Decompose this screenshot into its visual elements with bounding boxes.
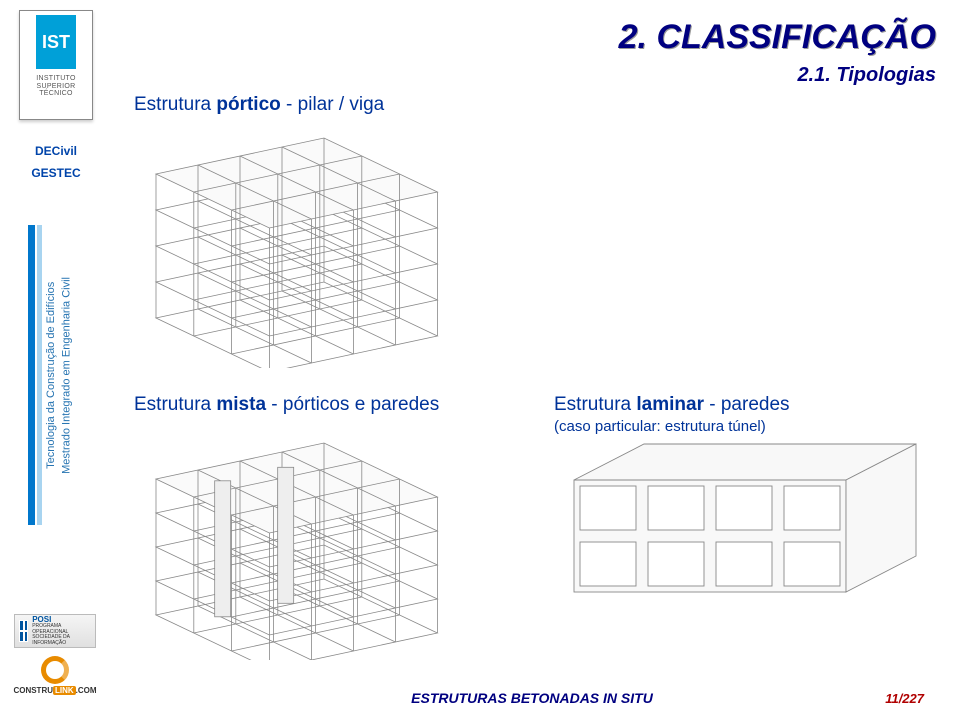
ist-logo-text: INSTITUTO SUPERIOR TÉCNICO xyxy=(36,75,76,98)
ist-line3: TÉCNICO xyxy=(39,90,73,97)
c3-pre: Estrutura xyxy=(554,394,636,415)
vertical-bar-2 xyxy=(37,225,42,525)
vtext-line1: Tecnologia da Construção de Edifícios xyxy=(45,281,57,468)
ist-line1: INSTITUTO xyxy=(36,75,76,82)
caption-laminar: Estrutura laminar - paredes (caso partic… xyxy=(554,394,790,435)
diagram-mista xyxy=(136,430,466,660)
footer-pre: ESTRUTURAS BETONADAS xyxy=(411,690,603,706)
slide-subtitle: 2.1. Tipologias xyxy=(797,64,936,87)
vertical-labels: Tecnologia da Construção de Edifícios Me… xyxy=(28,225,75,525)
footer-page: 11/227 xyxy=(885,691,924,706)
ist-mark-icon: IST xyxy=(36,15,76,69)
vertical-bar-1 xyxy=(28,225,35,525)
posi-icon xyxy=(19,620,28,642)
cl-link: LINK xyxy=(53,686,76,695)
c1-bold: pórtico xyxy=(216,94,280,115)
c3-post: - paredes xyxy=(704,394,790,415)
footer-title: ESTRUTURAS BETONADAS IN SITU xyxy=(122,690,942,706)
vtext-line2: Mestrado Integrado em Engenharia Civil xyxy=(60,277,72,474)
c2-pre: Estrutura xyxy=(134,394,216,415)
diagram-mista-svg xyxy=(136,430,466,660)
posi-sub: PROGRAMA OPERACIONAL SOCIEDADE DA INFORM… xyxy=(32,623,70,646)
construlink-logo: CONSTRULINK.COM xyxy=(14,656,96,702)
caption-mista: Estrutura mista - pórticos e paredes xyxy=(134,394,439,416)
ist-logo: IST INSTITUTO SUPERIOR TÉCNICO xyxy=(19,10,93,120)
diagram-laminar-svg xyxy=(554,430,924,610)
footer-italic: IN SITU xyxy=(603,690,653,706)
construlink-icon xyxy=(41,656,69,684)
c1-pre: Estrutura xyxy=(134,94,216,115)
diagram-portico xyxy=(136,128,466,368)
cl-suffix: .COM xyxy=(76,686,97,695)
posi-text: POSI PROGRAMA OPERACIONAL SOCIEDADE DA I… xyxy=(32,616,91,647)
slide-title: 2. CLASSIFICAÇÃO xyxy=(619,18,936,57)
c2-bold: mista xyxy=(216,394,266,415)
c3-bold: laminar xyxy=(636,394,704,415)
vertical-text: Tecnologia da Construção de Edifícios Me… xyxy=(44,277,75,474)
cl-prefix: CONSTRU xyxy=(13,686,53,695)
diagram-laminar xyxy=(554,430,924,610)
diagram-portico-svg xyxy=(136,128,466,368)
sidebar: IST INSTITUTO SUPERIOR TÉCNICO DECivil G… xyxy=(0,0,112,716)
gestec-label: GESTEC xyxy=(31,166,80,180)
c1-post: - pilar / viga xyxy=(281,94,384,115)
construlink-text: CONSTRULINK.COM xyxy=(13,686,96,695)
c2-post: - pórticos e paredes xyxy=(266,394,439,415)
footer: ESTRUTURAS BETONADAS IN SITU 11/227 xyxy=(122,690,942,706)
decivil-label: DECivil xyxy=(35,144,77,158)
posi-logo: POSI PROGRAMA OPERACIONAL SOCIEDADE DA I… xyxy=(14,614,96,648)
ist-line2: SUPERIOR xyxy=(37,83,76,90)
posi-label: POSI xyxy=(32,615,51,624)
caption-portico: Estrutura pórtico - pilar / viga xyxy=(134,94,384,116)
main-content: 2. CLASSIFICAÇÃO 2.1. Tipologias Estrutu… xyxy=(122,0,960,716)
